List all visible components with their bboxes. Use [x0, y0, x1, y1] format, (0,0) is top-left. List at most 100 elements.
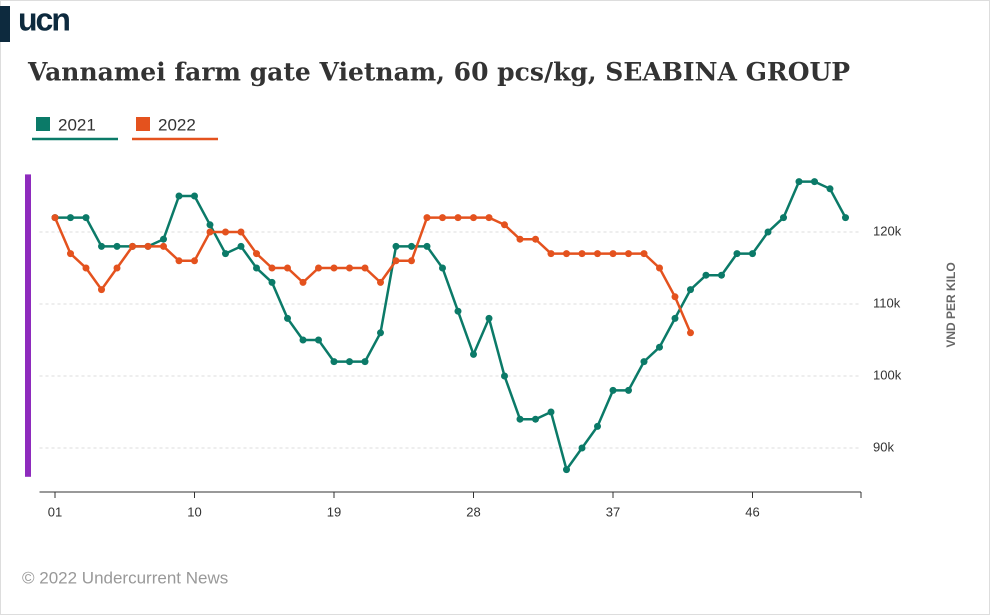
data-point [144, 242, 152, 250]
data-point [113, 264, 121, 272]
data-point [578, 444, 586, 452]
data-point [299, 336, 307, 344]
data-point [764, 228, 772, 236]
data-point [206, 228, 214, 236]
data-point [594, 250, 601, 258]
data-point [237, 228, 245, 236]
legend-swatch [36, 117, 50, 131]
data-point [98, 286, 105, 294]
data-point [671, 314, 679, 322]
data-point [609, 386, 617, 394]
x-tick-label: 10 [187, 504, 201, 519]
data-point [284, 314, 291, 322]
logo-bar [0, 6, 10, 42]
data-point [222, 228, 229, 236]
data-point [625, 386, 632, 394]
data-point [842, 214, 849, 222]
data-point [392, 242, 400, 250]
data-point [361, 264, 369, 272]
data-point [826, 185, 834, 193]
data-point [733, 250, 741, 258]
data-point [175, 192, 183, 200]
legend-label: 2021 [58, 115, 96, 134]
data-point [98, 242, 105, 250]
data-point [454, 307, 462, 315]
data-point [160, 242, 167, 250]
data-point [51, 214, 59, 222]
data-point [377, 329, 384, 337]
data-point [299, 278, 307, 286]
data-point [470, 350, 477, 358]
data-point [315, 336, 322, 344]
x-tick-label: 28 [466, 504, 480, 519]
data-point [563, 250, 570, 258]
data-point [516, 235, 524, 243]
legend-swatch [136, 117, 150, 131]
data-point [640, 250, 648, 258]
data-point [330, 358, 338, 366]
data-point [113, 242, 121, 250]
x-tick-label: 01 [48, 504, 62, 519]
data-point [656, 343, 663, 351]
data-point [578, 250, 586, 258]
data-point [268, 264, 276, 272]
data-point [470, 214, 477, 222]
data-point [253, 250, 260, 258]
data-point [361, 358, 369, 366]
data-point [206, 221, 214, 229]
y-axis-label: VND PER KILO [944, 262, 958, 347]
data-point [175, 257, 183, 265]
data-point [594, 422, 601, 430]
data-point [82, 264, 90, 272]
data-point [656, 264, 663, 272]
data-point [485, 214, 493, 222]
data-point [191, 257, 198, 265]
data-point [718, 271, 725, 279]
y-tick-label: 120k [873, 223, 902, 238]
data-point [811, 178, 818, 186]
data-point [795, 178, 803, 186]
data-point [377, 278, 384, 286]
logo: ucn [18, 1, 69, 37]
data-point [392, 257, 400, 265]
chart-title: Vannamei farm gate Vietnam, 60 pcs/kg, S… [27, 58, 850, 87]
data-point [532, 235, 539, 243]
data-point [191, 192, 198, 200]
data-point [671, 293, 679, 301]
data-point [547, 250, 555, 258]
data-point [408, 257, 415, 265]
data-point [439, 214, 446, 222]
data-point [237, 242, 245, 250]
series-line [55, 180, 847, 473]
data-point [532, 415, 539, 423]
y-tick-label: 90k [873, 439, 894, 454]
data-point [625, 250, 632, 258]
data-point [501, 221, 508, 229]
data-point [67, 250, 74, 258]
data-point [439, 264, 446, 272]
x-tick-label: 46 [745, 504, 759, 519]
y-axis-bar [25, 174, 31, 477]
data-point [268, 278, 276, 286]
data-point [563, 466, 570, 474]
data-point [749, 250, 756, 258]
data-point [423, 242, 431, 250]
data-point [160, 235, 167, 243]
data-point [330, 264, 338, 272]
x-tick-label: 37 [606, 504, 620, 519]
data-point [346, 358, 353, 366]
y-tick-label: 110k [873, 295, 901, 310]
data-point [253, 264, 260, 272]
data-point [315, 264, 322, 272]
legend-label: 2022 [158, 115, 196, 134]
data-point [82, 214, 90, 222]
data-point [67, 214, 74, 222]
data-point [687, 329, 694, 337]
data-point [516, 415, 524, 423]
data-point [408, 242, 415, 250]
data-point [780, 214, 787, 222]
data-point [222, 250, 229, 258]
